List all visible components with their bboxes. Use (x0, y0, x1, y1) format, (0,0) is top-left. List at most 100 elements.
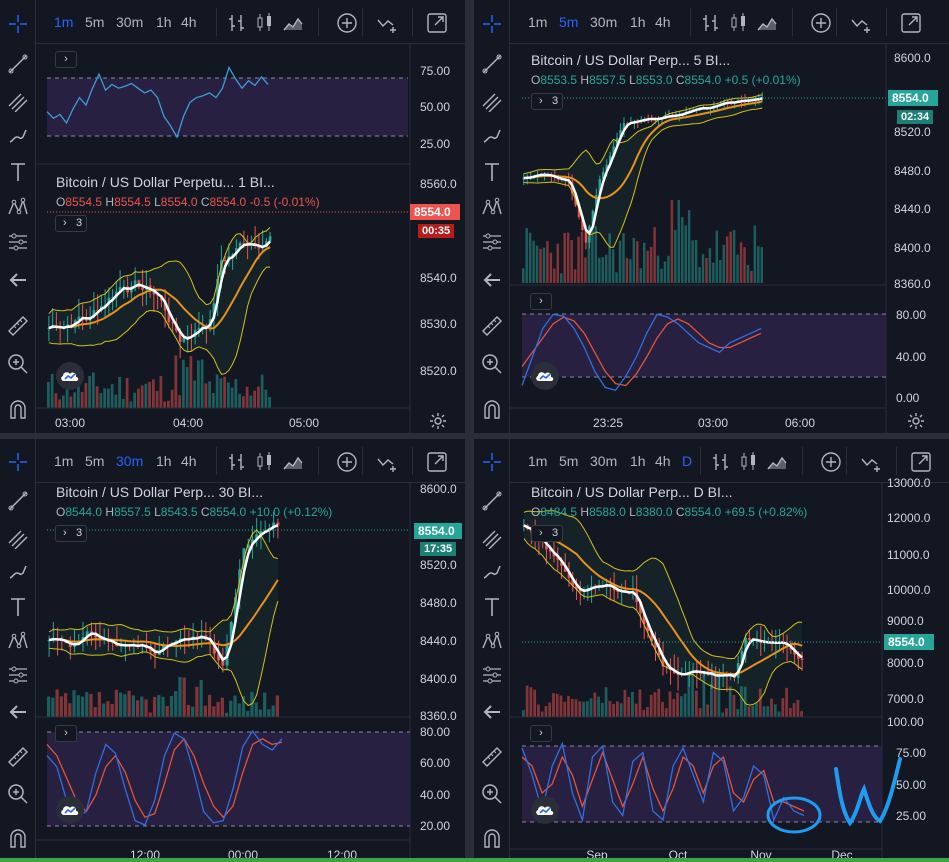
volume-bar (573, 269, 577, 283)
chart-panel-daily[interactable]: 1m 5m 30m 1h 4h D 13000.0 12000.0 11000.0 10000.… (474, 439, 949, 862)
volume-bar (691, 672, 694, 717)
timeframe-1m[interactable]: 1m (528, 14, 548, 30)
indicators-toggle[interactable]: 3 (55, 215, 88, 232)
timeframe-5m[interactable]: 5m (559, 14, 579, 30)
volume-bar (535, 245, 539, 283)
collapse-oscillator-legend-button[interactable]: › (55, 725, 77, 742)
timeframe-4h[interactable]: 4h (181, 453, 197, 469)
timeframe-1h[interactable]: 1h (156, 453, 172, 469)
indicators-toggle[interactable]: 3 (531, 93, 564, 110)
volume-bar (542, 247, 546, 283)
last-price-tag: 8554.0 (414, 523, 462, 539)
timeframe-1h[interactable]: 1h (156, 14, 172, 30)
collapse-legend-button[interactable]: › (55, 51, 77, 68)
tradingview-logo[interactable] (56, 362, 84, 390)
timeframe-4h[interactable]: 4h (655, 453, 671, 469)
timeframe-5m[interactable]: 5m (85, 453, 105, 469)
open-value: 8544.0 (65, 505, 103, 519)
symbol-title[interactable]: Bitcoin / US Dollar Perp... 30 BI... (56, 484, 263, 500)
chart-panel-1m[interactable]: 1m 5m 30m 1h 4h 75.00 50.00 25.00 8560.0 8540.0 8… (0, 0, 465, 433)
candle-body (96, 309, 99, 311)
timeframe-1m[interactable]: 1m (54, 453, 74, 469)
stoch-k-line (46, 729, 283, 826)
volume-bar (178, 677, 182, 717)
volume-bar (740, 686, 743, 717)
collapse-oscillator-legend-button[interactable]: › (530, 293, 552, 310)
candle-body (162, 644, 165, 651)
bollinger-fill (523, 94, 763, 248)
volume-bar (570, 240, 573, 283)
timeframe-1m[interactable]: 1m (528, 453, 548, 469)
volume-bar (758, 688, 762, 717)
close-value: 8554.0 (209, 505, 247, 519)
volume-bar (47, 382, 50, 408)
volume-bar (660, 268, 663, 283)
stoch-k-line (521, 741, 805, 823)
candle-body (118, 286, 122, 292)
symbol-title[interactable]: Bitcoin / US Dollar Perp... D BI... (531, 484, 733, 500)
chart-canvas[interactable]: 75.00 50.00 25.00 8560.0 8540.0 8530.0 8520.0 0… (0, 0, 465, 433)
volume-bar (732, 230, 736, 283)
volume-bar (97, 692, 102, 717)
toolbar-separator (412, 447, 413, 475)
chart-canvas[interactable]: 8600.0 8520.0 8480.0 8440.0 8400.0 8360.0 80.0… (0, 439, 465, 862)
timeframe-30m[interactable]: 30m (590, 14, 618, 30)
volume-bar (587, 235, 591, 283)
symbol-title[interactable]: Bitcoin / US Dollar Perp... 5 BI... (531, 52, 731, 68)
vertical-divider[interactable] (465, 0, 474, 862)
volume-bar (679, 696, 683, 717)
volume-bar (152, 379, 155, 408)
symbol-title[interactable]: Bitcoin / US Dollar Perpetu... 1 BI... (56, 174, 275, 190)
timeframe-30m[interactable]: 30m (116, 14, 144, 30)
price-axis-label: 8560.0 (420, 177, 457, 191)
settings-gear-icon[interactable] (429, 412, 447, 430)
volume-bar (762, 706, 766, 717)
collapse-oscillator-legend-button[interactable]: › (530, 725, 552, 742)
timeframe-30m[interactable]: 30m (116, 453, 144, 469)
volume-bar (129, 401, 133, 408)
timeframe-5m[interactable]: 5m (85, 14, 105, 30)
tradingview-logo[interactable] (531, 796, 559, 824)
timeframe-1h[interactable]: 1h (630, 14, 646, 30)
candle-body (107, 297, 111, 305)
oscillator-axis-label: 50.00 (420, 100, 450, 114)
indicators-toggle[interactable]: 3 (55, 525, 88, 542)
volume-bar (233, 695, 237, 717)
volume-bar (601, 257, 604, 283)
tradingview-logo[interactable] (56, 796, 84, 824)
settings-gear-icon[interactable] (907, 412, 925, 430)
moving-average (523, 524, 803, 676)
tradingview-logo[interactable] (531, 362, 559, 390)
volume-bar (254, 702, 258, 717)
candle-body (122, 286, 126, 288)
candle-body (556, 556, 560, 560)
volume-bar (125, 377, 129, 408)
timeframe-5m[interactable]: 5m (559, 453, 579, 469)
candle-body (221, 660, 225, 666)
timeframe-1h[interactable]: 1h (630, 453, 646, 469)
timeframe-4h[interactable]: 4h (655, 14, 671, 30)
volume-bar (788, 707, 792, 717)
volume-bar (522, 710, 525, 717)
volume-bar (750, 270, 753, 283)
chart-canvas[interactable]: 8600.0 8520.0 8480.0 8440.0 8400.0 8360.0 80.0… (474, 0, 949, 433)
chart-panel-5m[interactable]: 1m 5m 30m 1h 4h 8600.0 8520.0 8480.0 8440.0 8400… (474, 0, 949, 433)
volume-bar (227, 382, 230, 408)
horizontal-divider[interactable] (0, 433, 949, 439)
candle-body (563, 565, 567, 572)
timeframe-4h[interactable]: 4h (181, 14, 197, 30)
volume-bar (246, 710, 250, 717)
oscillator-axis-label: 0.00 (896, 391, 920, 405)
chart-panel-30m[interactable]: 1m 5m 30m 1h 4h 8600.0 8520.0 8480.0 8440.0 8400… (0, 439, 465, 862)
bollinger-lower (523, 107, 763, 248)
timeframe-d[interactable]: D (682, 453, 693, 469)
timeframe-1m[interactable]: 1m (54, 14, 74, 30)
volume-bar (600, 702, 604, 717)
bollinger-lower (48, 266, 271, 375)
chart-canvas[interactable]: 13000.0 12000.0 11000.0 10000.0 9000.0 8000.0… (474, 439, 949, 862)
volume-bar (161, 696, 165, 717)
timeframe-30m[interactable]: 30m (590, 453, 618, 469)
indicators-toggle[interactable]: 3 (531, 525, 564, 542)
volume-bar (140, 385, 144, 408)
volume-bar (106, 701, 110, 717)
